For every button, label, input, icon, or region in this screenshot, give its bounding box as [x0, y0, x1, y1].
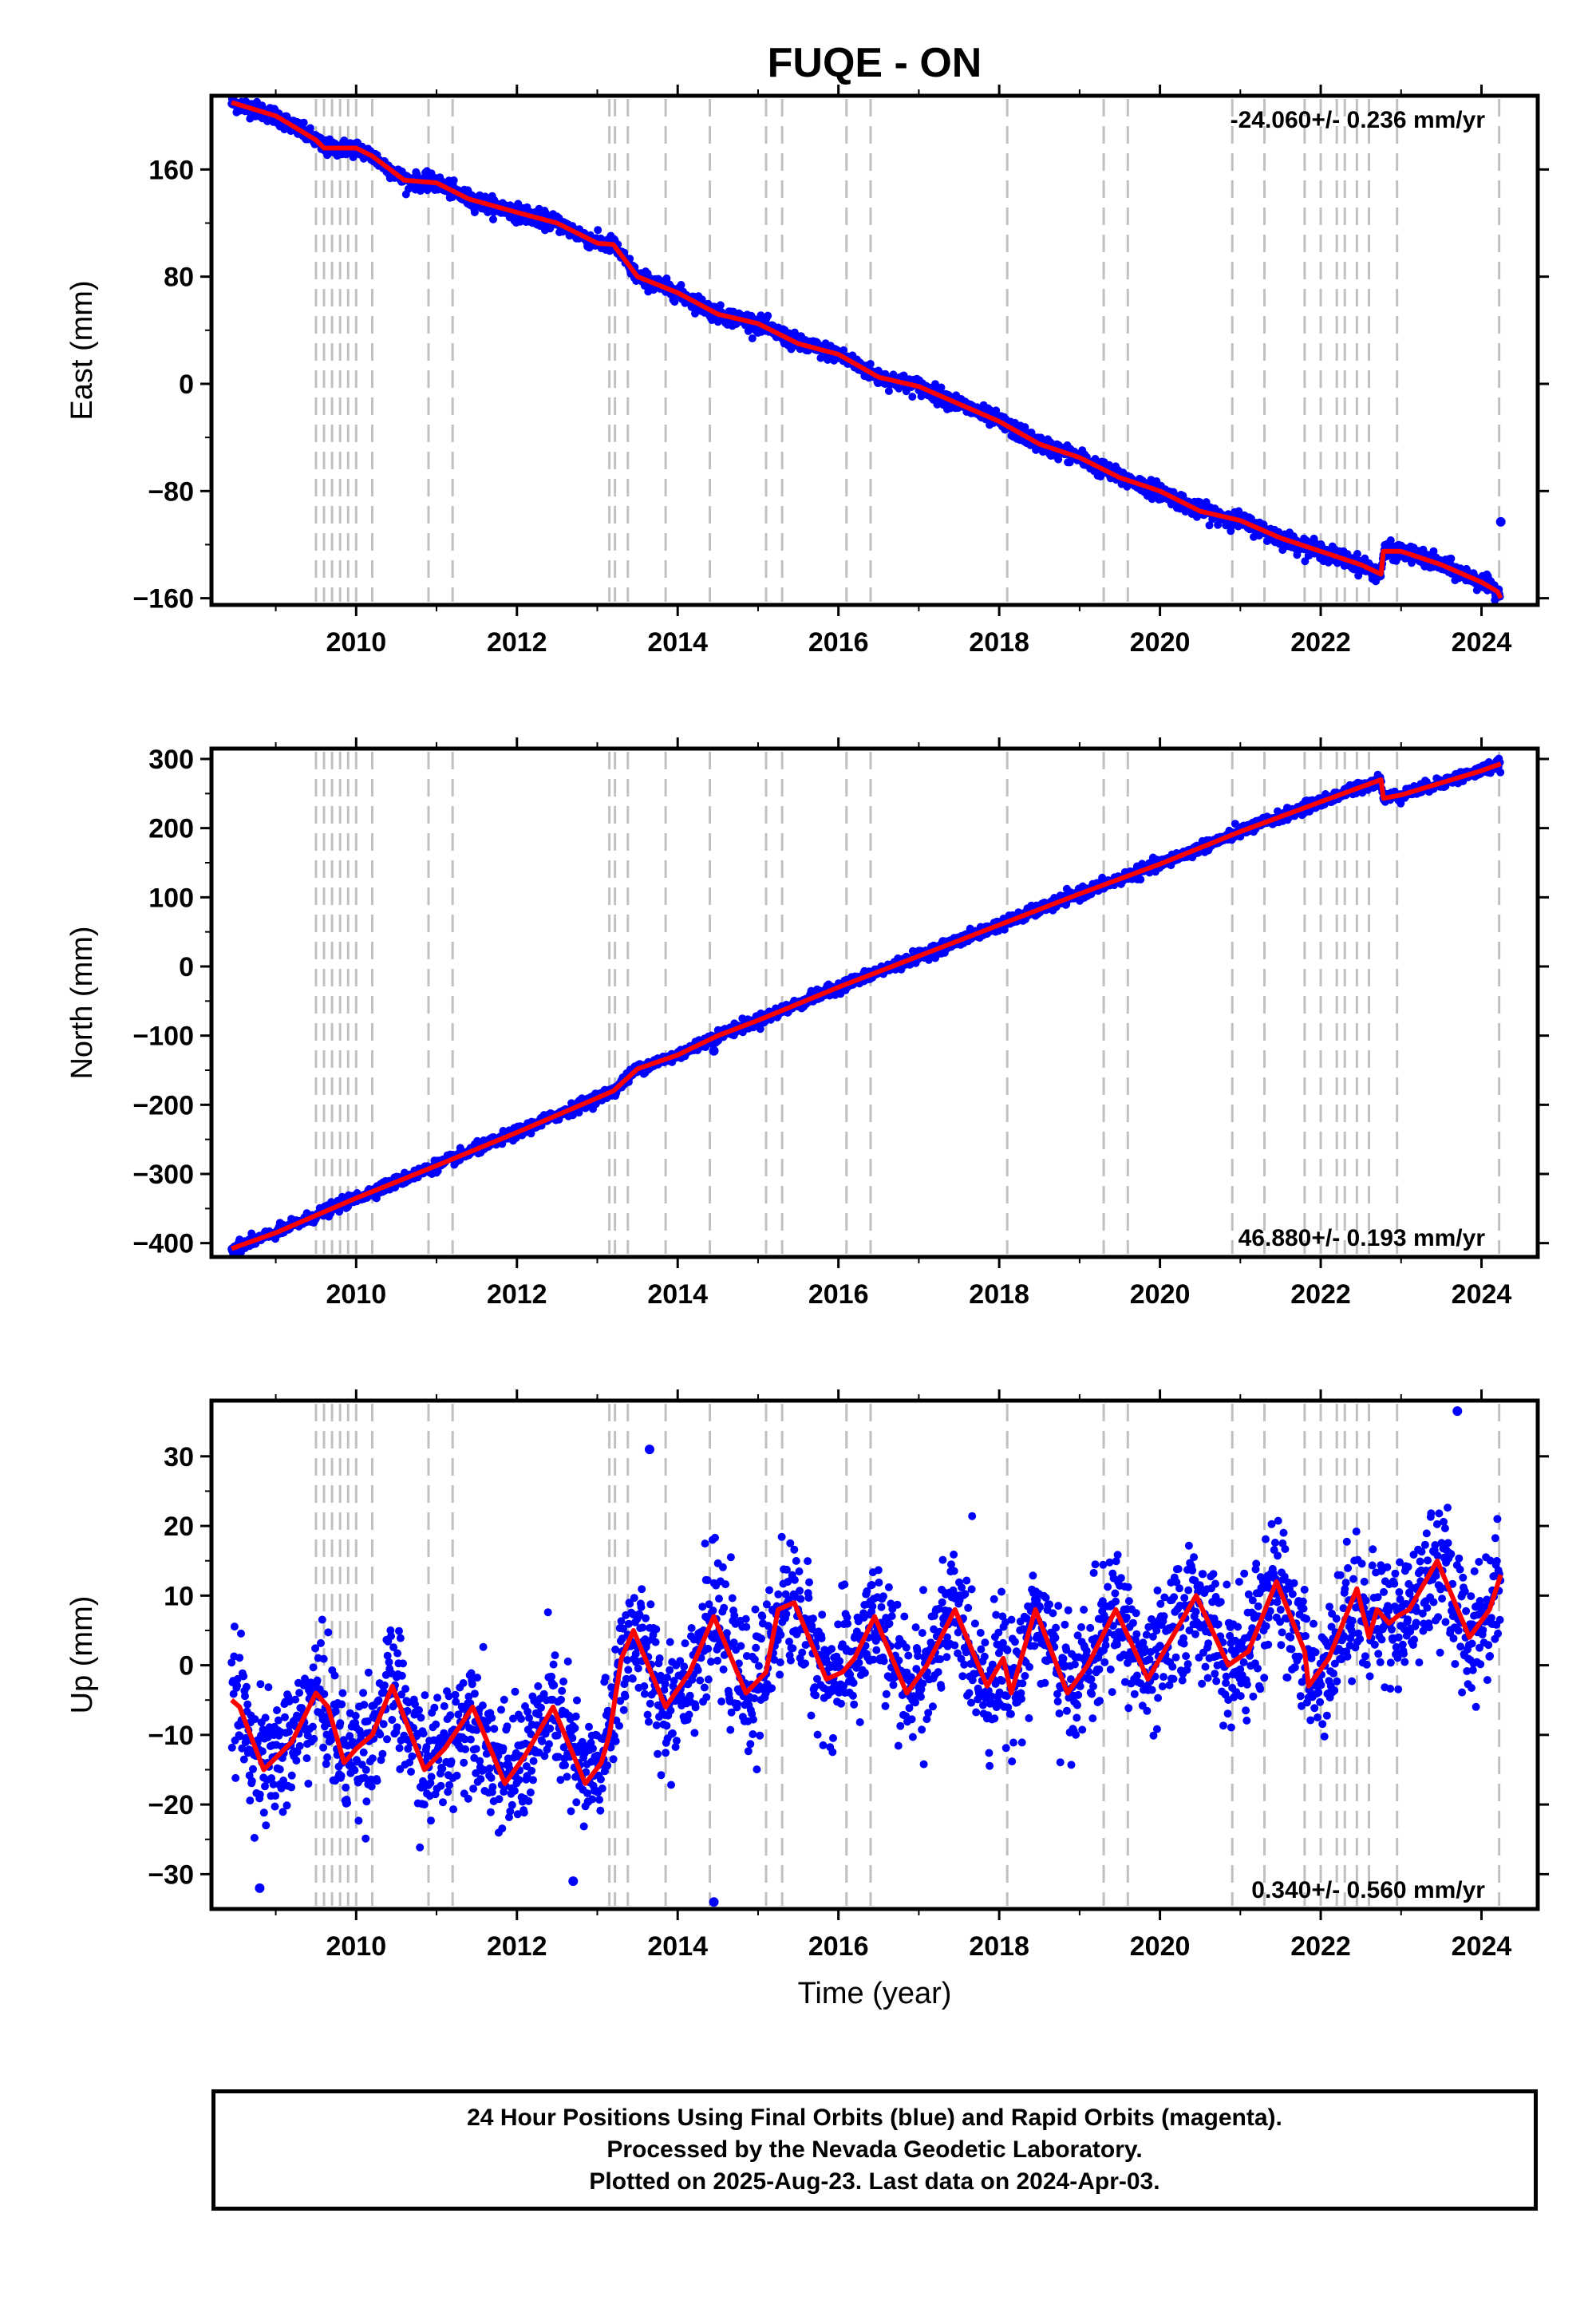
data-point: [1429, 547, 1438, 555]
event-lines-north: [314, 752, 1501, 1254]
data-point: [670, 298, 679, 306]
x-tick-label: 2012: [487, 627, 547, 658]
data-point: [1386, 536, 1395, 544]
outlier-point: [1495, 516, 1506, 527]
plot-frame-east: [209, 93, 1540, 607]
y-tick-label: 80: [164, 263, 194, 293]
y-tick-label: −80: [148, 476, 194, 507]
x-tick-label: 2024: [1452, 627, 1512, 658]
data-point: [677, 281, 685, 289]
data-point: [756, 1025, 764, 1034]
event-lines-east: [314, 99, 1501, 602]
x-tick-label: 2016: [808, 627, 869, 658]
data-point: [594, 226, 602, 235]
y-tick-label: −160: [132, 584, 194, 615]
data-point: [1447, 554, 1456, 563]
data-points-east: [227, 96, 1506, 605]
x-tick-label: 2010: [326, 627, 386, 658]
x-tick-label: 2022: [1290, 627, 1351, 658]
rate-annotation: -24.060+/- 0.236 mm/yr: [1231, 107, 1486, 133]
chart-title: FUQE - ON: [768, 40, 982, 86]
data-point: [716, 301, 725, 310]
data-point: [299, 118, 308, 127]
data-point: [866, 360, 875, 368]
y-axis-label: East (mm): [65, 280, 99, 420]
data-point: [1136, 875, 1145, 883]
data-point: [764, 311, 772, 320]
data-point: [937, 383, 946, 392]
data-point: [1205, 521, 1214, 530]
x-tick-label: 2014: [647, 627, 708, 658]
data-point: [1235, 507, 1243, 516]
data-point: [1353, 550, 1361, 558]
data-point: [1301, 557, 1310, 566]
y-tick-label: 160: [148, 155, 194, 185]
x-tick-label: 2020: [1130, 627, 1191, 658]
model-line-east: [231, 100, 1503, 599]
data-point: [839, 346, 848, 354]
data-point: [575, 1109, 583, 1117]
panels: −160 −80 0 80 160 2010 2012 2014 2016 2018 2020 202…: [65, 85, 1549, 2010]
data-points-north: [227, 754, 1505, 1257]
data-point: [489, 215, 497, 223]
data-point: [449, 176, 458, 184]
y-tick-label: 0: [179, 370, 194, 400]
data-point: [884, 387, 893, 395]
data-point: [748, 334, 757, 342]
data-point: [1231, 820, 1239, 828]
data-point: [908, 393, 917, 401]
data-point: [470, 208, 479, 216]
panel-east: −160 −80 0 80 160 2010 2012 2014 2016 2018 2020 202…: [65, 85, 1549, 658]
x-tick-label: 2018: [969, 627, 1029, 658]
data-point: [306, 124, 314, 132]
data-point: [1354, 571, 1363, 580]
